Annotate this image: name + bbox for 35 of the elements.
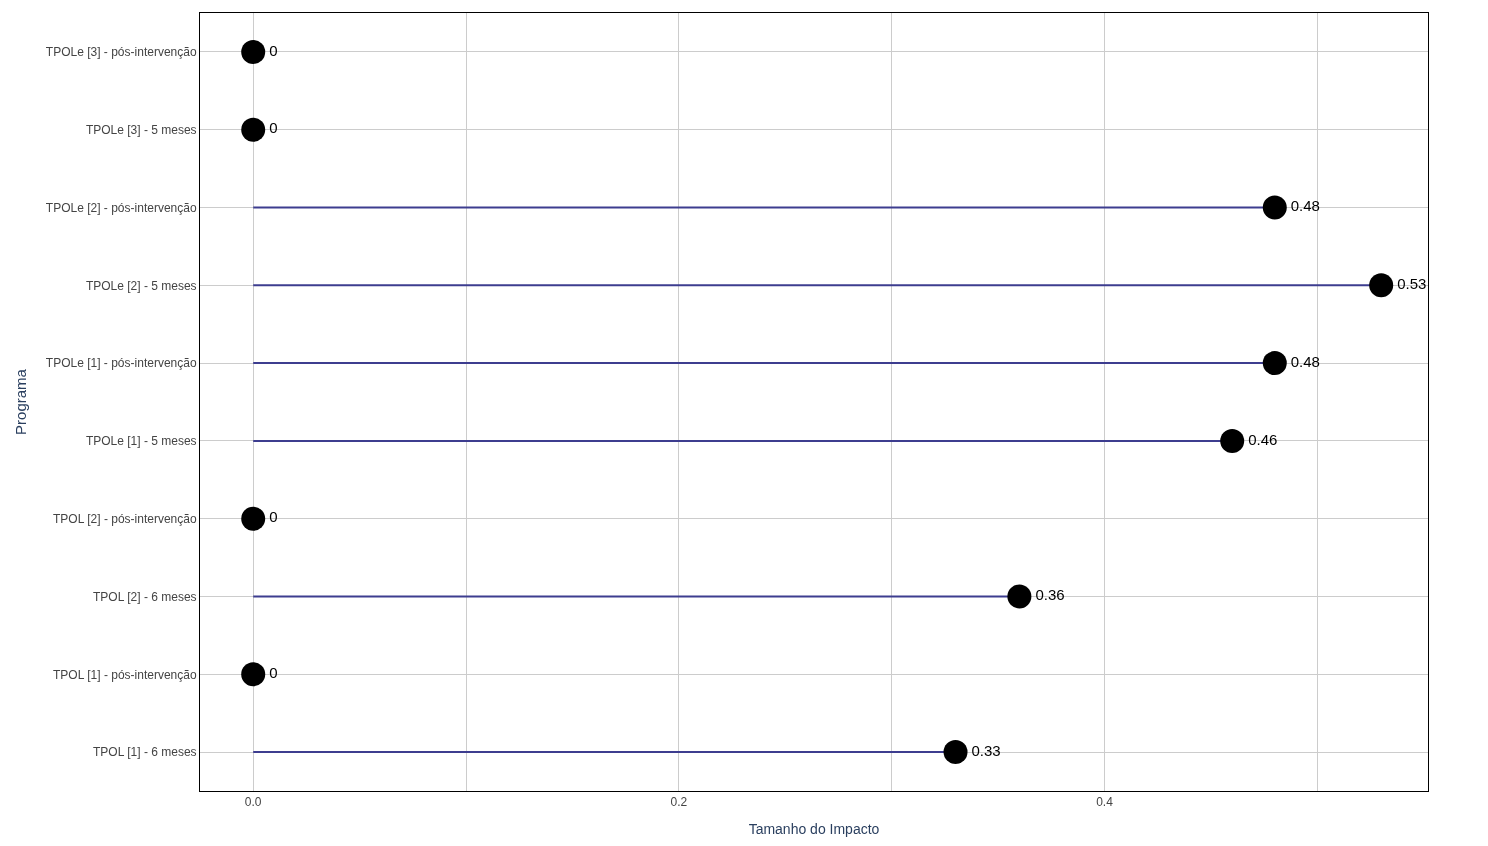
y-tick-label: TPOL [1] - pós-intervenção [52,667,197,682]
data-label: 0 [269,41,278,59]
y-tick-label: TPOL [2] - pós-intervenção [52,511,197,526]
point [241,662,266,687]
data-label: 0 [269,664,278,682]
y-axis-title: Programa [12,368,30,435]
point [1007,584,1032,609]
point [1262,195,1287,220]
y-tick-label: TPOL [1] - 6 meses [93,745,197,760]
x-tick-label: 0.2 [670,795,688,810]
y-tick-label: TPOLe [1] - 5 meses [85,434,197,449]
data-label: 0.36 [1035,586,1065,604]
point [943,740,968,765]
data-label: 0 [269,508,278,526]
y-tick-label: TPOLe [2] - pós-intervenção [45,200,197,215]
x-axis-title: Tamanho do Impacto [748,820,880,837]
y-tick-label: TPOLe [2] - 5 meses [85,278,197,293]
data-label: 0.48 [1290,197,1320,215]
data-label: 0.53 [1397,275,1427,293]
point [1262,351,1287,376]
point [241,117,266,142]
y-tick-label: TPOL [2] - 6 meses [93,589,197,604]
x-tick-label: 0.4 [1096,795,1114,810]
y-tick-label: TPOLe [3] - pós-intervenção [45,45,197,60]
point [241,39,266,64]
point [1369,273,1394,298]
point [241,506,266,531]
data-label: 0.46 [1248,430,1278,448]
x-tick-label: 0.0 [244,795,262,810]
y-tick-label: TPOLe [3] - 5 meses [85,122,197,137]
data-label: 0 [269,119,278,137]
data-label: 0.48 [1290,352,1320,370]
data-label: 0.33 [971,741,1001,759]
point [1220,428,1245,453]
y-tick-label: TPOLe [1] - pós-intervenção [45,356,197,371]
